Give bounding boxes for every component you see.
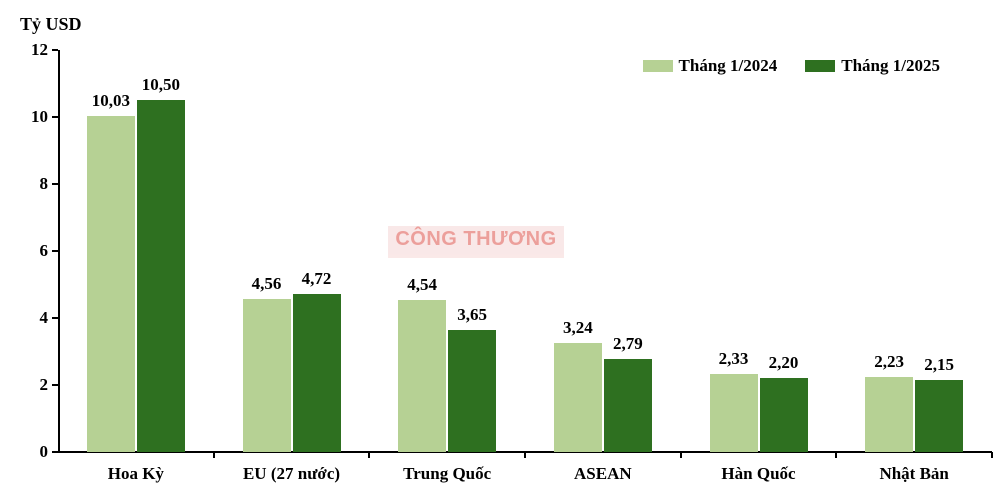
bar-value-label: 4,54 [392, 275, 452, 295]
legend-swatch [805, 60, 835, 72]
category-label: Hàn Quốc [679, 464, 839, 484]
bar-value-label: 2,20 [754, 353, 814, 373]
legend: Tháng 1/2024 Tháng 1/2025 [643, 56, 940, 76]
bar [865, 377, 913, 452]
x-tick-mark [680, 452, 682, 458]
bar [710, 374, 758, 452]
y-tick-label: 8 [40, 174, 49, 194]
y-axis-title: Tỷ USD [20, 14, 82, 35]
bar [293, 294, 341, 452]
legend-item: Tháng 1/2024 [643, 56, 778, 76]
legend-item: Tháng 1/2025 [805, 56, 940, 76]
y-tick-label: 10 [31, 107, 48, 127]
bar-value-label: 10,50 [131, 75, 191, 95]
bar [915, 380, 963, 452]
bar-value-label: 2,15 [909, 355, 969, 375]
legend-swatch [643, 60, 673, 72]
x-tick-mark [213, 452, 215, 458]
bar [137, 100, 185, 452]
bar [243, 299, 291, 452]
y-tick-label: 12 [31, 40, 48, 60]
category-label: Nhật Bản [834, 464, 994, 484]
x-tick-mark [524, 452, 526, 458]
bar [398, 300, 446, 452]
bar-value-label: 3,65 [442, 305, 502, 325]
bar [448, 330, 496, 452]
category-label: ASEAN [523, 464, 683, 484]
plot-area [58, 50, 992, 452]
legend-label: Tháng 1/2024 [679, 56, 778, 76]
x-tick-mark [991, 452, 993, 458]
x-tick-mark [835, 452, 837, 458]
x-tick-mark [368, 452, 370, 458]
y-tick-label: 2 [40, 375, 49, 395]
export-bar-chart: Tỷ USD CÔNG THƯƠNG 024681012 Hoa KỳEU (2… [0, 0, 1000, 502]
category-label: EU (27 nước) [212, 464, 372, 484]
y-tick-label: 4 [40, 308, 49, 328]
category-label: Hoa Kỳ [56, 464, 216, 484]
bar-value-label: 4,72 [287, 269, 347, 289]
bar [87, 116, 135, 452]
bar-value-label: 2,79 [598, 334, 658, 354]
category-label: Trung Quốc [367, 464, 527, 484]
bar [554, 343, 602, 452]
y-tick-label: 0 [40, 442, 49, 462]
bar [760, 378, 808, 452]
bar [604, 359, 652, 452]
y-tick-label: 6 [40, 241, 49, 261]
legend-label: Tháng 1/2025 [841, 56, 940, 76]
